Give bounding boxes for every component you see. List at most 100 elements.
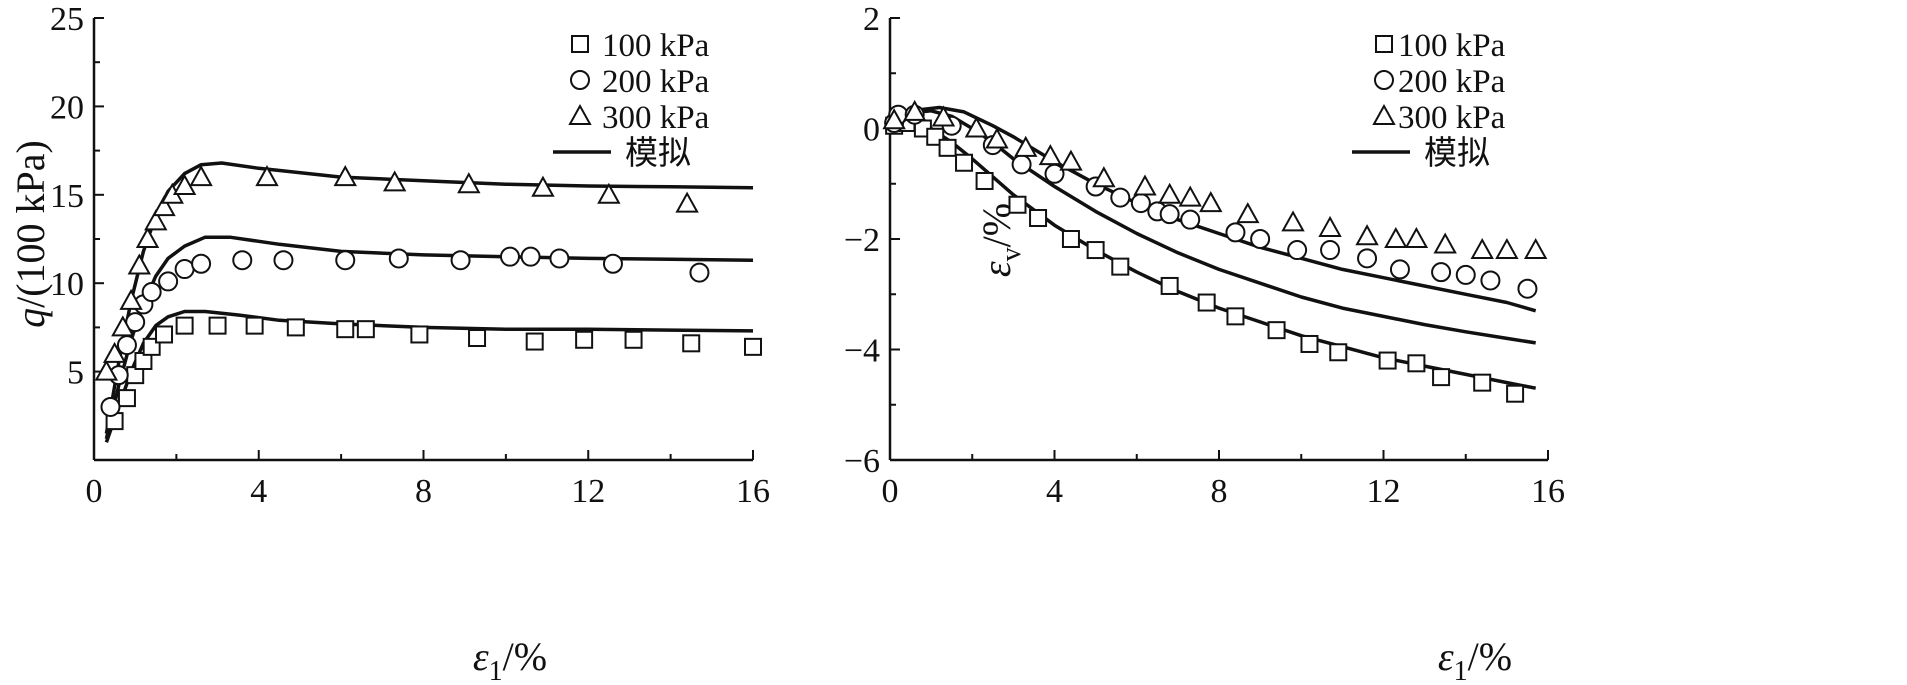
right-triangle-point [1038,144,1063,166]
left-circle-point [335,250,356,271]
right-triangle-point [931,105,956,127]
left-circle-point [191,253,212,274]
right-triangle-point [1281,210,1305,232]
left-triangle-point [94,359,119,381]
left-legend-label: 300 kPa [602,100,710,136]
right-square-point [1378,351,1397,370]
right-triangle-point [1355,224,1379,246]
right-triangle-point [1236,202,1260,224]
left-legend-triangle-swatch [568,103,592,125]
left-triangle-point [531,175,555,197]
right-legend-label: 模拟 [1424,135,1490,172]
right-circle-point [1389,259,1410,280]
right-square-point [1197,293,1216,312]
right-square-point [975,171,994,190]
right-x-tick-label: 12 [1367,473,1401,510]
right-circle-point [1517,278,1538,299]
right-square-point [1407,354,1426,373]
left-square-point [175,316,194,335]
right-x-tick-label: 8 [1211,473,1228,510]
right-triangle-point [1178,185,1202,207]
left-triangle-point [152,195,176,217]
right-triangle-point [1495,237,1519,260]
right-legend-triangle-swatch [1372,103,1396,125]
left-circle-point [689,262,710,283]
left-square-point [117,389,136,408]
left-circle-point [116,335,137,356]
right-circle-point [1357,248,1378,269]
right-triangle-point [1433,232,1457,254]
right-triangle-point [1014,135,1038,157]
left-legend-label: 模拟 [625,135,691,172]
right-legend-label: 300 kPa [1398,100,1506,136]
right-circle-point [1250,229,1271,249]
right-triangle-point [964,116,989,138]
left-circle-point [232,250,253,271]
left-triangle-point [102,341,127,363]
left-x-tick-label: 12 [571,473,605,510]
left-model-curve [104,161,754,434]
left-triangle-point [127,253,152,275]
right-y-tick-label: −4 [844,333,880,370]
left-y-tick-label: 25 [50,1,84,38]
left-circle-point [602,253,623,274]
left-circle-point [450,250,471,271]
left-y-tick-label: 5 [67,355,84,392]
right-triangle-point [1523,237,1548,260]
right-triangle-point [1059,149,1083,171]
right-circle-point [1320,240,1341,261]
right-square-point [1473,373,1492,392]
left-y-tick-label: 20 [50,89,84,126]
right-y-tick-label: −2 [844,222,880,259]
left-square-point [356,320,375,339]
left-square-point [682,334,701,353]
right-y-tick-label: −6 [844,443,880,480]
left-triangle-point [457,172,481,194]
left-triangle-point [144,209,168,231]
left-triangle-point [111,315,135,337]
left-circle-point [141,282,162,303]
right-x-tick-label: 0 [882,473,899,510]
right-y-tick-label: 0 [863,112,880,149]
left-x-tick-label: 8 [415,473,432,510]
left-triangle-point [172,173,197,195]
left-triangle-point [675,191,699,213]
right-square-point [1029,209,1048,228]
left-square-point [624,330,643,349]
right-legend-square-swatch [1375,35,1393,53]
right-circle-point [1480,270,1501,291]
right-square-point [1061,230,1080,248]
left-legend-label: 100 kPa [602,28,710,64]
right-triangle-point [1199,191,1223,213]
right-triangle-point [1157,182,1182,204]
right-square-point [1432,368,1451,387]
left-panel: q/(100 kPa) ε1/% 0 4 8 12 16 5 10 15 20 25 100 kPa… [8,1,770,685]
left-circle-point [520,246,541,267]
left-legend-square-swatch [571,35,589,53]
right-square-point [1008,195,1027,214]
left-square-point [155,325,174,344]
right-square-point [1267,321,1286,340]
right-triangle-point [1470,237,1494,260]
right-triangle-point [1133,174,1157,196]
right-square-point [938,138,957,157]
right-circle-point [1110,187,1131,208]
right-y-tick-label: 2 [863,1,880,38]
left-triangle-point [135,226,160,248]
left-legend-label: 200 kPa [602,64,710,100]
left-square-point [468,329,487,348]
right-triangle-point [1384,226,1408,248]
right-square-point [1111,257,1130,276]
right-y-axis-title: εv/% [974,203,1027,277]
left-square-point [525,332,544,351]
right-square-point [1300,334,1319,353]
right-circle-point [1159,204,1180,225]
left-square-point [245,316,264,335]
right-triangle-point [902,99,927,121]
right-circle-point [1044,163,1065,184]
left-triangle-point [189,165,213,187]
right-x-tick-label: 4 [1046,473,1063,510]
right-circle-point [1130,193,1151,214]
